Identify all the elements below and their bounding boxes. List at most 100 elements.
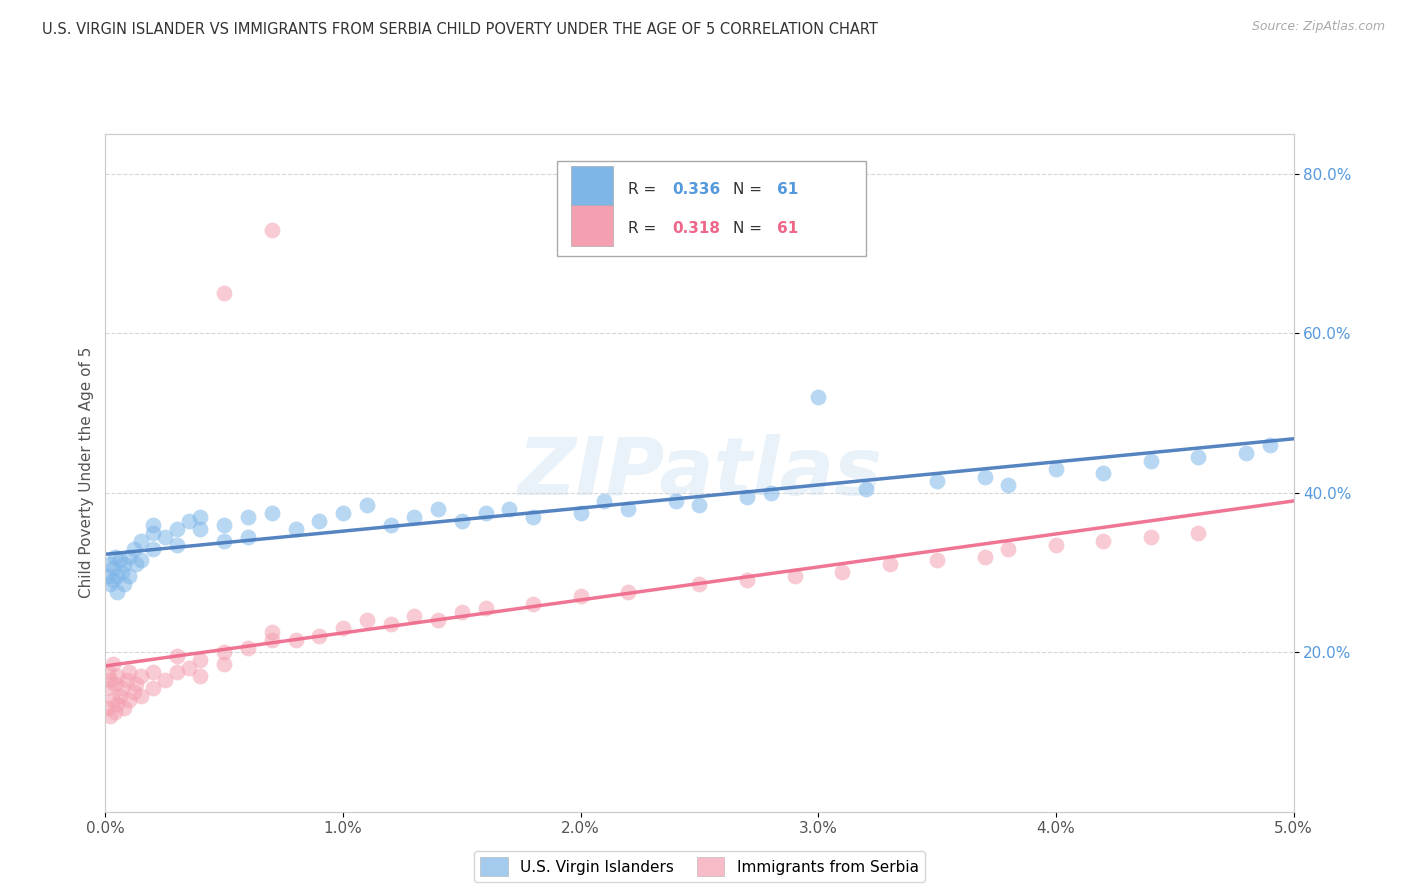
Text: 0.318: 0.318 bbox=[672, 221, 720, 236]
Point bbox=[665, 493, 688, 508]
Point bbox=[108, 553, 131, 567]
Point bbox=[98, 673, 121, 687]
Bar bbox=[571, 166, 613, 206]
Point bbox=[122, 685, 145, 699]
Point bbox=[855, 482, 877, 496]
Point bbox=[759, 485, 782, 500]
Point bbox=[404, 609, 426, 624]
Point bbox=[115, 673, 138, 687]
Text: N =: N = bbox=[733, 221, 766, 236]
Point bbox=[260, 625, 283, 640]
Point bbox=[1187, 525, 1209, 540]
Point bbox=[122, 541, 145, 556]
Text: 0.336: 0.336 bbox=[672, 182, 720, 197]
Point bbox=[427, 501, 450, 516]
Text: Source: ZipAtlas.com: Source: ZipAtlas.com bbox=[1251, 20, 1385, 33]
Point bbox=[450, 605, 472, 619]
Point bbox=[97, 569, 120, 583]
Point bbox=[1140, 530, 1163, 544]
Point bbox=[104, 549, 127, 564]
Point bbox=[450, 514, 472, 528]
Point bbox=[1092, 533, 1115, 548]
Point bbox=[114, 558, 136, 572]
Point bbox=[474, 506, 496, 520]
Point bbox=[308, 514, 330, 528]
Point bbox=[118, 569, 141, 583]
Point bbox=[177, 514, 200, 528]
Point bbox=[105, 697, 128, 711]
Point bbox=[108, 689, 131, 703]
Point bbox=[142, 681, 165, 695]
Point bbox=[125, 677, 148, 691]
Point bbox=[104, 705, 127, 719]
Legend: U.S. Virgin Islanders, Immigrants from Serbia: U.S. Virgin Islanders, Immigrants from S… bbox=[474, 851, 925, 882]
Point bbox=[129, 533, 152, 548]
Point bbox=[96, 681, 118, 695]
Point bbox=[1092, 466, 1115, 480]
Point bbox=[177, 661, 200, 675]
Point bbox=[98, 709, 121, 723]
Point bbox=[111, 681, 134, 695]
Point bbox=[356, 498, 378, 512]
Point bbox=[190, 653, 212, 667]
Text: 61: 61 bbox=[776, 221, 799, 236]
Point bbox=[166, 649, 188, 664]
Point bbox=[380, 517, 402, 532]
Point bbox=[1234, 446, 1257, 460]
Point bbox=[284, 633, 307, 648]
Point bbox=[356, 613, 378, 627]
Point bbox=[1258, 438, 1281, 452]
Point bbox=[569, 506, 592, 520]
Point bbox=[783, 569, 806, 583]
Point bbox=[111, 566, 134, 580]
Point bbox=[927, 553, 949, 567]
Point bbox=[831, 566, 853, 580]
Point bbox=[1045, 462, 1067, 476]
Point bbox=[236, 509, 259, 524]
Point bbox=[236, 641, 259, 656]
Point bbox=[260, 222, 283, 236]
Point bbox=[118, 665, 141, 680]
Point bbox=[997, 541, 1019, 556]
Text: 61: 61 bbox=[776, 182, 799, 197]
Text: R =: R = bbox=[628, 221, 661, 236]
Point bbox=[973, 549, 995, 564]
Point bbox=[118, 549, 141, 564]
Point bbox=[118, 693, 141, 707]
Point bbox=[1045, 537, 1067, 551]
Point bbox=[97, 701, 120, 715]
Point bbox=[129, 669, 152, 683]
Point bbox=[101, 574, 124, 588]
Point bbox=[166, 537, 188, 551]
Point bbox=[153, 673, 176, 687]
Point bbox=[190, 522, 212, 536]
Text: U.S. VIRGIN ISLANDER VS IMMIGRANTS FROM SERBIA CHILD POVERTY UNDER THE AGE OF 5 : U.S. VIRGIN ISLANDER VS IMMIGRANTS FROM … bbox=[42, 22, 879, 37]
Point bbox=[332, 621, 354, 635]
Point bbox=[404, 509, 426, 524]
Point bbox=[125, 558, 148, 572]
Point bbox=[617, 501, 640, 516]
Point bbox=[997, 477, 1019, 491]
Point bbox=[190, 509, 212, 524]
Point bbox=[1140, 454, 1163, 468]
Point bbox=[214, 286, 236, 301]
Bar bbox=[571, 205, 613, 245]
Point bbox=[689, 498, 711, 512]
Bar bbox=[557, 161, 866, 256]
Point bbox=[104, 677, 127, 691]
Point bbox=[98, 558, 121, 572]
Point bbox=[105, 585, 128, 599]
Point bbox=[214, 533, 236, 548]
Point bbox=[166, 665, 188, 680]
Point bbox=[214, 517, 236, 532]
Point bbox=[129, 553, 152, 567]
Point bbox=[380, 617, 402, 632]
Point bbox=[569, 590, 592, 604]
Point bbox=[98, 577, 121, 591]
Point bbox=[427, 613, 450, 627]
Point bbox=[260, 506, 283, 520]
Point bbox=[332, 506, 354, 520]
Point bbox=[114, 701, 136, 715]
Point bbox=[308, 629, 330, 643]
Point bbox=[101, 693, 124, 707]
